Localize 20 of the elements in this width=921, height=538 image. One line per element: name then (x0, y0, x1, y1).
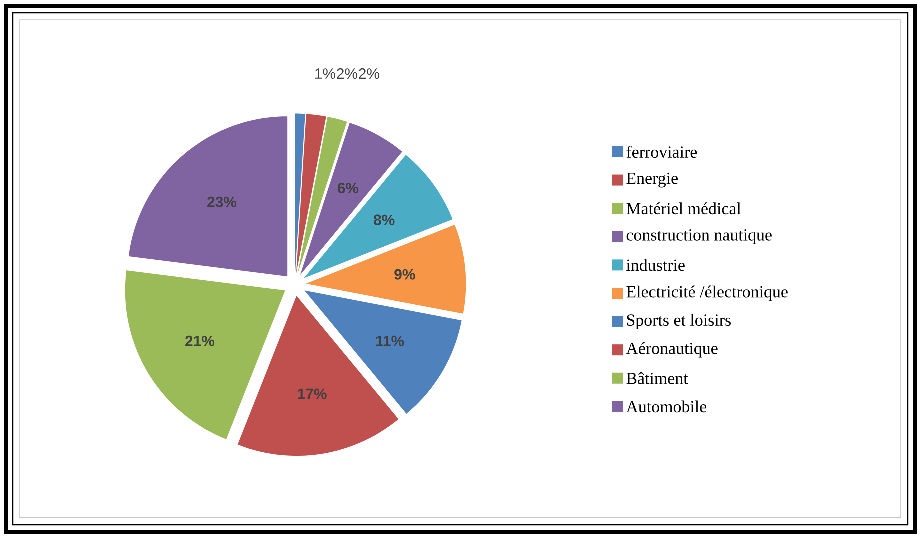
legend-label: Automobile (626, 400, 707, 413)
legend-label: Matériel médical (626, 202, 742, 215)
legend-label: Bâtiment (626, 372, 688, 384)
legend-label: Electricité /électronique (626, 286, 788, 302)
legend-label: Aéronautique (626, 342, 718, 358)
data-label: 17% (298, 388, 327, 400)
data-label: 6% (338, 182, 359, 194)
data-label: 23% (208, 196, 237, 208)
data-label: 8% (374, 214, 395, 226)
legend-label: Energie (626, 172, 678, 188)
data-label: 1% (316, 68, 336, 80)
data-label: 11% (376, 336, 404, 346)
data-label: 2% (337, 68, 358, 80)
legend-label: industrie (626, 259, 685, 272)
data-label: 2% (359, 68, 380, 80)
data-label: 9% (394, 269, 416, 280)
data-label: 21% (186, 336, 215, 346)
legend-label: ferroviaire (626, 146, 698, 158)
legend-label: Sports et loisirs (627, 314, 731, 330)
legend-label: construction nautique (626, 229, 772, 244)
